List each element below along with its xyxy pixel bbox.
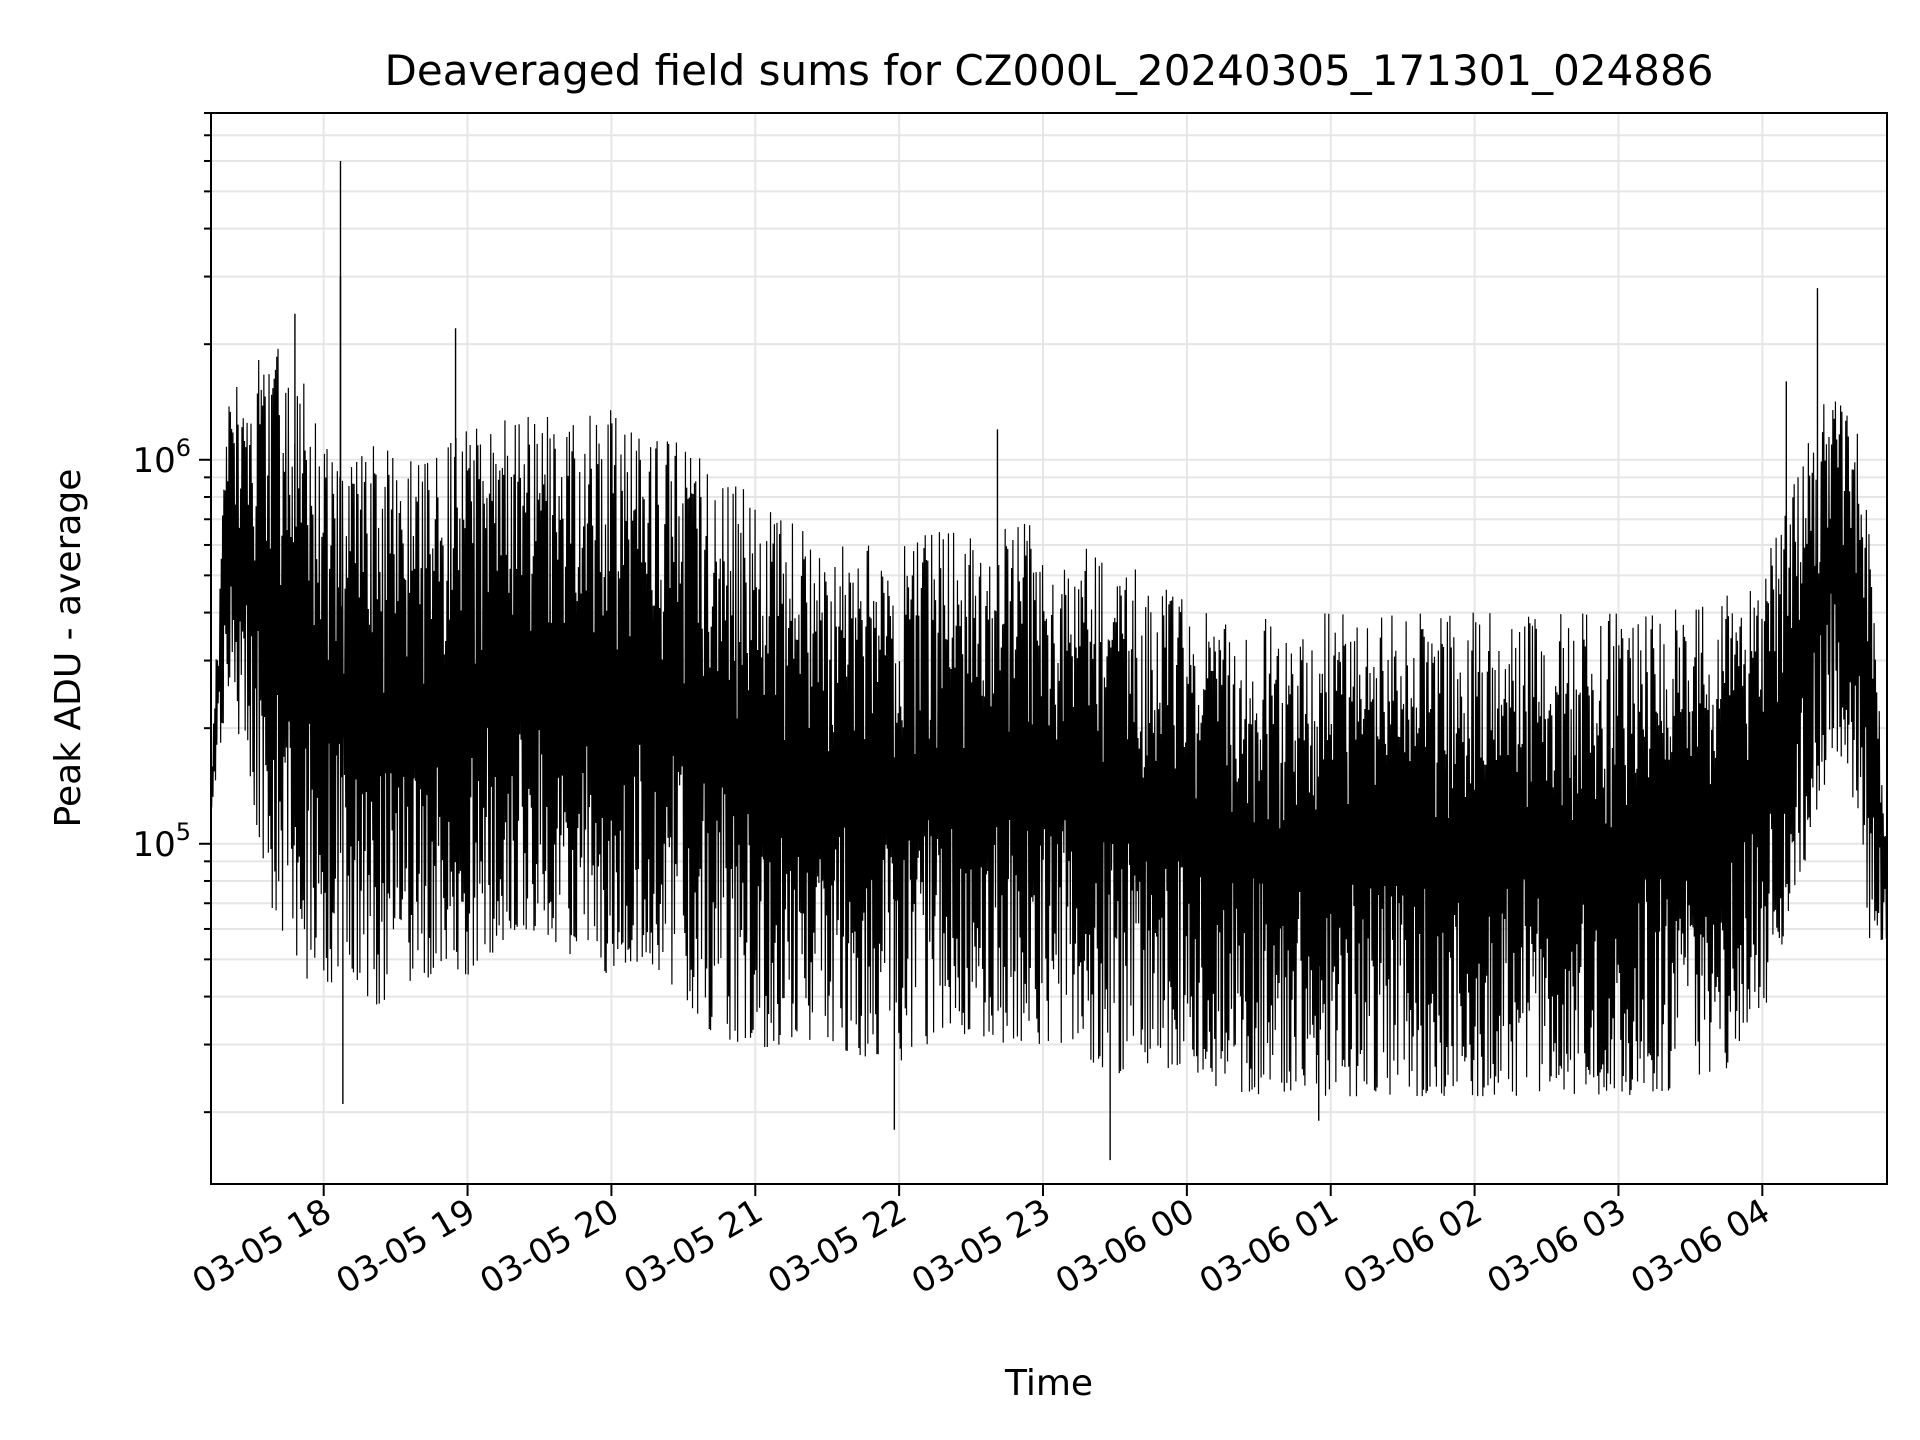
y-axis: 105 106 xyxy=(132,112,211,1114)
y-axis-label: Peak ADU - average xyxy=(48,469,89,828)
series-polyline xyxy=(210,348,1888,1097)
y-tick-label: 106 xyxy=(132,434,191,481)
plot-frame xyxy=(210,112,1888,1185)
y-tick-label: 105 xyxy=(132,818,191,865)
series-line xyxy=(210,160,1888,1161)
x-axis-label: Time xyxy=(1004,1363,1093,1404)
chart-title: Deaveraged field sums for CZ000L_2024030… xyxy=(385,46,1714,95)
